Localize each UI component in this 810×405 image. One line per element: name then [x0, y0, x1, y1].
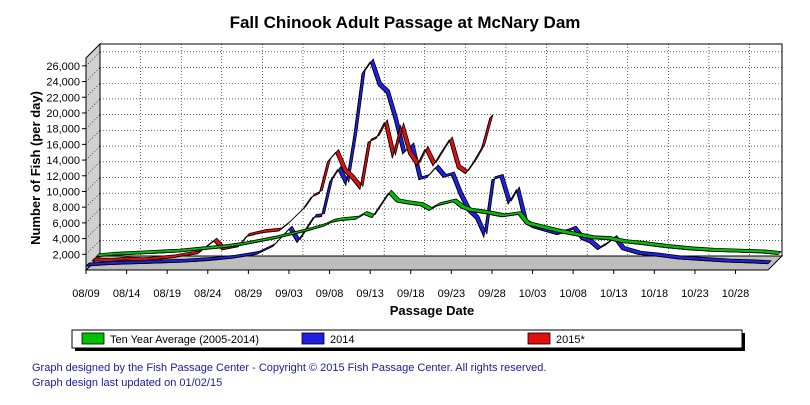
- gridline-y-wall: [85, 161, 101, 176]
- y-axis-ticks: 2,000 4,000 6,000 8,000 10,000 12,000 14,000 16…: [46, 61, 86, 261]
- legend-swatch: [527, 332, 551, 345]
- legend-swatch: [81, 332, 105, 345]
- y-tick-label: 26,000: [46, 61, 80, 73]
- gridline-y-wall: [85, 114, 101, 129]
- x-tick-label: 08/24: [194, 288, 222, 300]
- x-tick-label: 10/08: [559, 288, 587, 300]
- x-tick-label: 10/18: [641, 288, 669, 300]
- y-tick-label: 16,000: [46, 139, 80, 151]
- x-tick-label: 09/13: [356, 288, 384, 300]
- x-tick-label: 08/14: [113, 288, 141, 300]
- series-line: [85, 61, 769, 267]
- x-tick-label: 09/18: [397, 288, 425, 300]
- y-tick-label: 18,000: [46, 124, 80, 136]
- y-tick-label: 10,000: [46, 186, 80, 198]
- credit-line: Graph designed by the Fish Passage Cente…: [32, 362, 547, 374]
- legend-shadow: [742, 333, 745, 351]
- plot-area: [99, 43, 783, 257]
- x-tick-label: 08/29: [235, 288, 263, 300]
- series-line: [91, 117, 491, 263]
- gridline-y-wall: [85, 224, 101, 239]
- x-tick-label: 10/03: [519, 288, 547, 300]
- y-tick-label: 22,000: [46, 92, 80, 104]
- x-axis-ticks: 08/09 08/14 08/19 08/24 08/29 09/03 09/08 09/13…: [72, 270, 749, 300]
- legend: Ten Year Average (2005-2014) 2014 2015*: [81, 332, 585, 346]
- x-tick-label: 10/28: [722, 288, 750, 300]
- legend-swatch: [301, 332, 325, 345]
- y-tick-label: 4,000: [52, 234, 80, 246]
- gridline-y-wall: [85, 145, 101, 161]
- legend-label: 2015*: [556, 334, 585, 346]
- x-tick-label: 09/08: [316, 288, 344, 300]
- y-tick-label: 24,000: [46, 77, 80, 89]
- y-tick-label: 12,000: [46, 171, 80, 183]
- gridline-y-wall: [85, 192, 101, 208]
- gridline-y-wall: [85, 98, 101, 114]
- x-axis-label: Passage Date: [390, 303, 475, 318]
- gridline-y-wall: [85, 130, 101, 145]
- gridlines: [85, 44, 782, 256]
- legend-label: 2014: [330, 334, 354, 346]
- x-tick-label: 10/23: [681, 288, 709, 300]
- x-tick-label: 09/23: [438, 288, 466, 300]
- gridline-y-wall: [85, 83, 101, 98]
- gridline-y-wall: [85, 208, 101, 224]
- y-tick-label: 6,000: [52, 218, 80, 230]
- x-tick-label: 09/03: [275, 288, 303, 300]
- gridline-y-wall: [85, 177, 101, 192]
- y-tick-label: 8,000: [52, 202, 80, 214]
- y-axis-label: Number of Fish (per day): [28, 91, 43, 245]
- legend-shadow: [75, 348, 745, 351]
- gridline-y-wall: [85, 67, 101, 82]
- legend-label: Ten Year Average (2005-2014): [110, 334, 259, 346]
- gridline-y-wall: [85, 240, 101, 255]
- series-line: [95, 192, 779, 258]
- x-tick-label: 08/09: [72, 288, 100, 300]
- series-lines: [85, 58, 782, 267]
- chart-title: Fall Chinook Adult Passage at McNary Dam: [230, 13, 581, 32]
- gridline-y-wall: [85, 51, 101, 67]
- x-tick-label: 10/13: [600, 288, 628, 300]
- y-tick-label: 14,000: [46, 155, 80, 167]
- y-tick-label: 20,000: [46, 108, 80, 120]
- x-tick-label: 09/28: [478, 288, 506, 300]
- x-tick-label: 08/19: [153, 288, 181, 300]
- credit-updated: Graph design last updated on 01/02/15: [32, 377, 223, 389]
- y-tick-label: 2,000: [52, 249, 80, 261]
